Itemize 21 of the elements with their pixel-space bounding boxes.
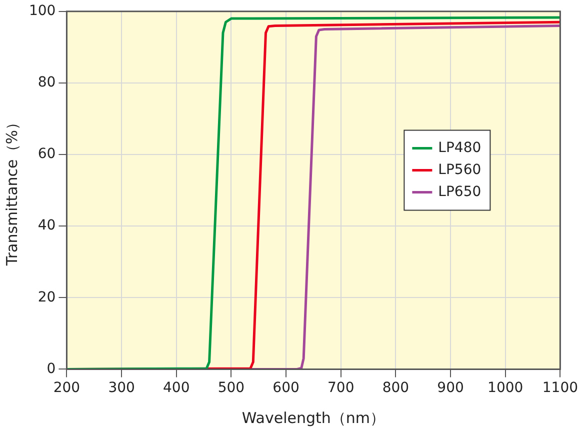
x-tick-label: 500 bbox=[218, 380, 245, 396]
x-tick-label: 1100 bbox=[542, 380, 578, 396]
legend-label: LP560 bbox=[438, 162, 482, 178]
y-tick-label: 100 bbox=[28, 3, 56, 20]
x-tick-label: 1000 bbox=[488, 380, 524, 396]
x-axis-title: Wavelength（nm） bbox=[242, 408, 386, 427]
y-tick-label: 80 bbox=[38, 74, 56, 91]
x-tick-label: 300 bbox=[108, 380, 135, 396]
x-tick-label: 200 bbox=[53, 380, 80, 396]
y-tick-label: 0 bbox=[46, 360, 56, 377]
x-tick-label: 400 bbox=[163, 380, 190, 396]
legend-label: LP650 bbox=[438, 184, 482, 200]
x-tick-label: 800 bbox=[382, 380, 410, 396]
y-tick-label: 40 bbox=[38, 218, 56, 234]
x-tick-label: 700 bbox=[328, 380, 354, 396]
y-tick-label: 60 bbox=[38, 146, 56, 162]
x-tick-label: 900 bbox=[437, 380, 464, 396]
x-tick-label: 600 bbox=[272, 380, 300, 396]
legend-label: LP480 bbox=[438, 140, 482, 156]
y-axis-title: Transmittance（%） bbox=[2, 114, 21, 267]
y-tick-label: 20 bbox=[38, 289, 56, 306]
